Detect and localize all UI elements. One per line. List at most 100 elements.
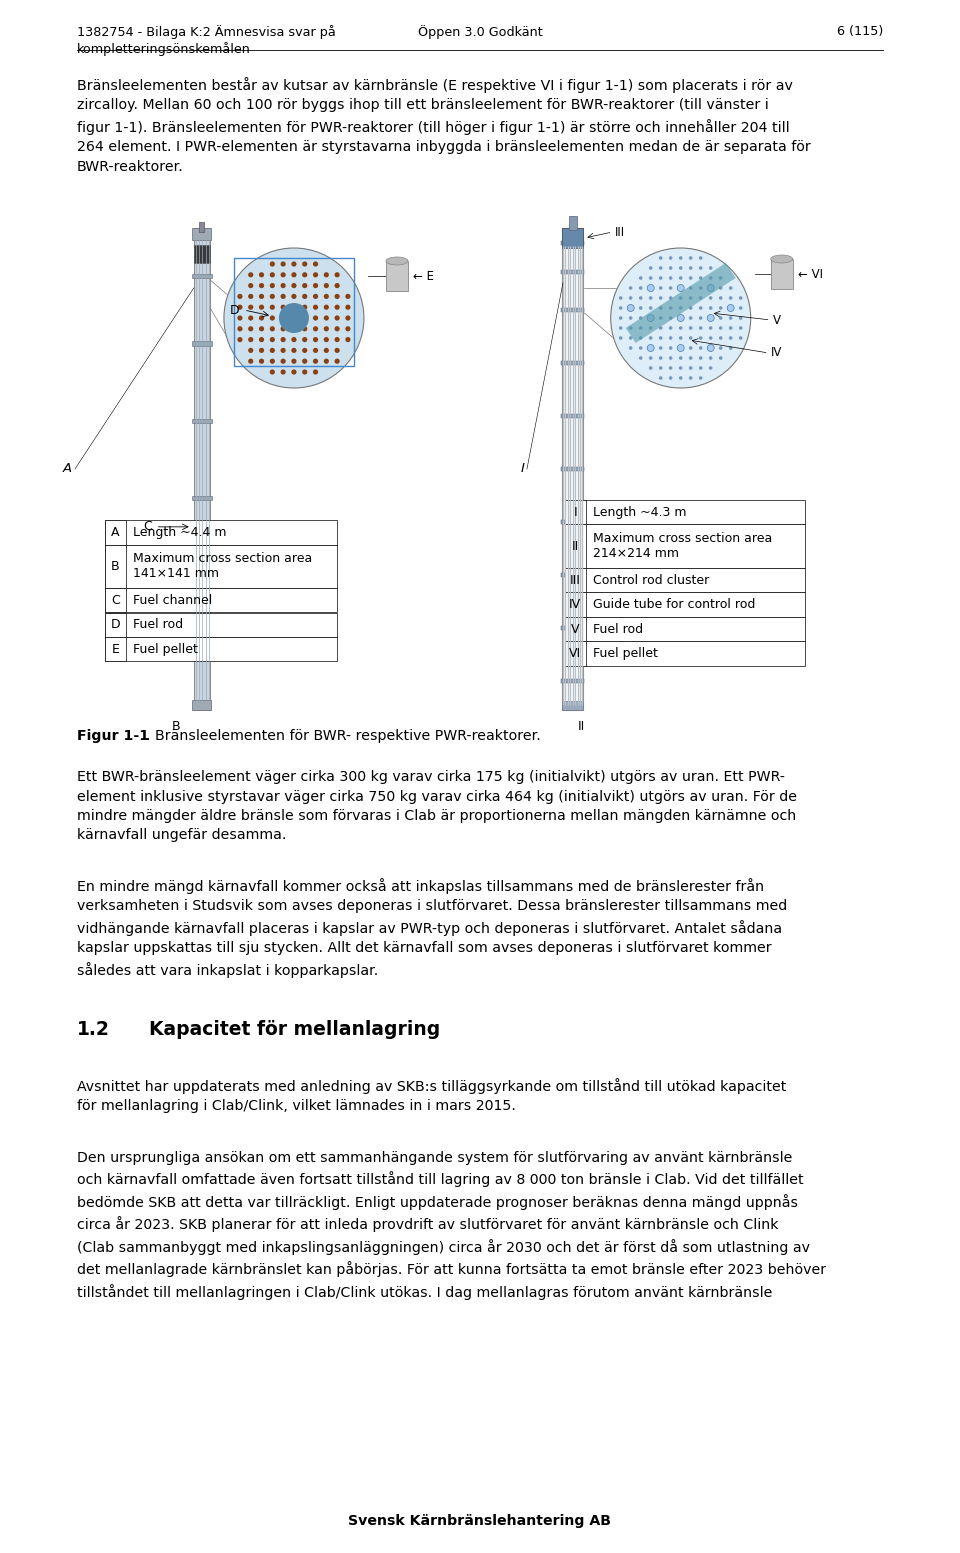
Circle shape	[346, 294, 350, 300]
Circle shape	[639, 356, 642, 360]
Circle shape	[280, 304, 286, 309]
Circle shape	[669, 346, 673, 349]
Circle shape	[679, 276, 683, 280]
Bar	[564, 500, 804, 525]
Circle shape	[619, 326, 622, 329]
Circle shape	[248, 315, 253, 320]
Circle shape	[291, 370, 297, 374]
Circle shape	[619, 335, 622, 340]
Bar	[564, 641, 804, 666]
Bar	[192, 228, 211, 241]
Text: II: II	[571, 540, 579, 553]
Circle shape	[619, 297, 622, 300]
Circle shape	[699, 367, 703, 370]
Circle shape	[270, 337, 275, 342]
Bar	[192, 651, 212, 654]
Circle shape	[629, 286, 633, 290]
Text: A: A	[62, 463, 72, 475]
Circle shape	[280, 283, 286, 289]
Circle shape	[248, 283, 253, 289]
Circle shape	[280, 337, 286, 342]
Circle shape	[669, 256, 673, 259]
Text: V: V	[571, 623, 580, 635]
Circle shape	[708, 266, 712, 270]
Circle shape	[669, 326, 673, 329]
Circle shape	[659, 346, 662, 349]
Circle shape	[679, 306, 683, 309]
Circle shape	[719, 335, 723, 340]
Circle shape	[259, 337, 264, 342]
Text: Ett BWR-bränsleelement väger cirka 300 kg varav cirka 175 kg (initialvikt) utgör: Ett BWR-bränsleelement väger cirka 300 k…	[77, 770, 797, 842]
Bar	[105, 545, 337, 589]
Bar	[562, 467, 585, 471]
Circle shape	[280, 348, 286, 353]
Ellipse shape	[771, 255, 793, 262]
Circle shape	[699, 317, 703, 320]
Circle shape	[270, 294, 275, 300]
Circle shape	[689, 335, 692, 340]
Circle shape	[237, 294, 243, 300]
Circle shape	[302, 261, 307, 267]
Text: Length ~4.4 m: Length ~4.4 m	[133, 526, 227, 539]
Bar	[192, 273, 212, 278]
Circle shape	[739, 326, 742, 329]
Circle shape	[689, 317, 692, 320]
Circle shape	[677, 315, 684, 321]
Bar	[192, 342, 212, 346]
Circle shape	[639, 326, 642, 329]
Circle shape	[291, 326, 297, 331]
Circle shape	[659, 367, 662, 370]
Circle shape	[639, 276, 642, 280]
Circle shape	[708, 315, 714, 321]
Text: C: C	[111, 593, 120, 607]
Circle shape	[248, 359, 253, 363]
Circle shape	[270, 304, 275, 309]
Text: B: B	[171, 721, 180, 733]
Circle shape	[237, 304, 243, 309]
Circle shape	[302, 370, 307, 374]
Circle shape	[259, 359, 264, 363]
Circle shape	[659, 286, 662, 290]
Circle shape	[259, 294, 264, 300]
Text: Fuel channel: Fuel channel	[133, 593, 212, 607]
Circle shape	[739, 297, 742, 300]
Circle shape	[699, 256, 703, 259]
Circle shape	[313, 272, 318, 278]
Circle shape	[708, 346, 712, 349]
Circle shape	[237, 326, 243, 331]
Bar	[562, 626, 585, 631]
Circle shape	[659, 376, 662, 380]
Circle shape	[659, 326, 662, 329]
Circle shape	[708, 335, 712, 340]
Circle shape	[689, 276, 692, 280]
Ellipse shape	[386, 256, 408, 266]
Text: I: I	[573, 506, 577, 519]
Bar	[564, 568, 804, 593]
Bar	[562, 241, 585, 245]
Circle shape	[669, 297, 673, 300]
Circle shape	[639, 346, 642, 349]
Circle shape	[679, 317, 683, 320]
Circle shape	[619, 306, 622, 309]
Bar	[562, 573, 585, 578]
Circle shape	[679, 346, 683, 349]
Circle shape	[313, 261, 318, 267]
Text: Bränsleelementen består av kutsar av kärnbränsle (E respektive VI i figur 1-1) s: Bränsleelementen består av kutsar av kär…	[77, 78, 811, 174]
Circle shape	[739, 306, 742, 309]
Circle shape	[699, 335, 703, 340]
Bar	[564, 593, 804, 617]
Text: Öppen 3.0 Godkänt: Öppen 3.0 Godkänt	[418, 25, 542, 39]
Circle shape	[699, 376, 703, 380]
Bar	[105, 520, 126, 545]
Circle shape	[248, 337, 253, 342]
Circle shape	[291, 261, 297, 267]
Circle shape	[689, 256, 692, 259]
Circle shape	[291, 272, 297, 278]
Circle shape	[708, 284, 714, 292]
Circle shape	[313, 304, 318, 309]
Circle shape	[280, 326, 286, 331]
Circle shape	[334, 272, 340, 278]
Circle shape	[334, 283, 340, 289]
Circle shape	[639, 335, 642, 340]
Bar	[105, 612, 337, 637]
